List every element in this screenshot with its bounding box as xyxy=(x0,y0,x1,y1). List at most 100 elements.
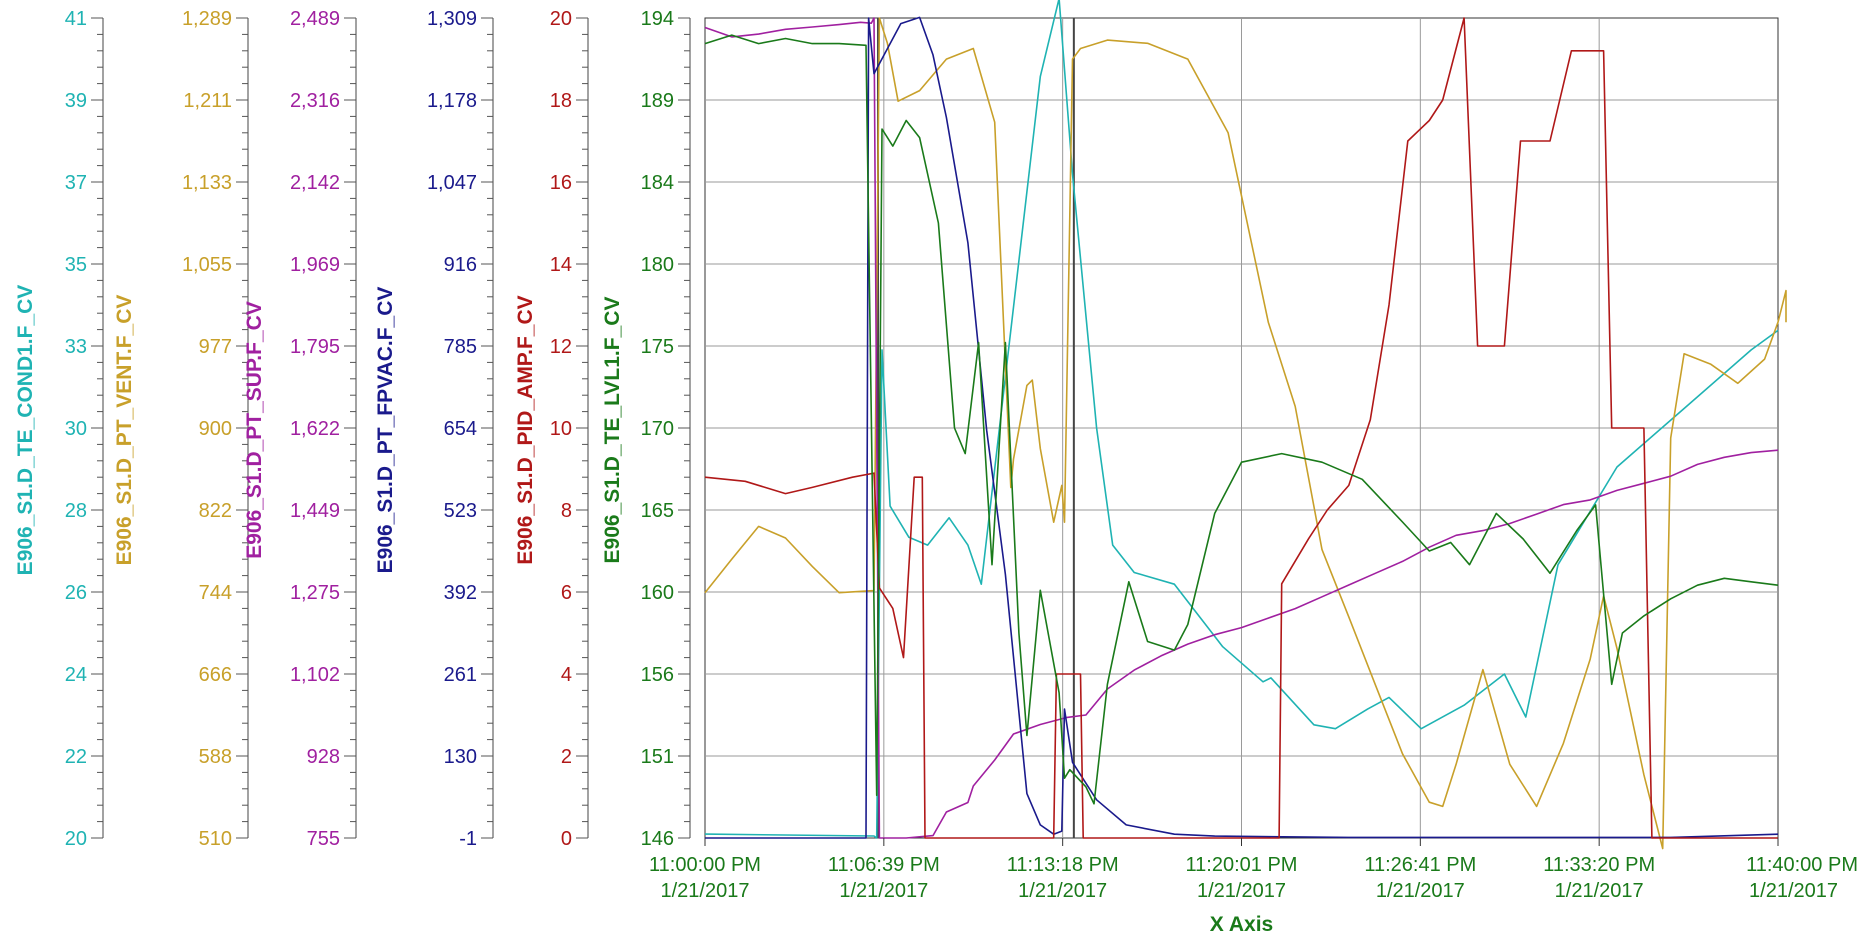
y-tick-label: 33 xyxy=(65,336,87,358)
y-tick-label: 755 xyxy=(307,828,340,850)
y-axis-3: 1,309 1,178 1,047 916 785 654 523 392 261 130 -1 E9… xyxy=(374,8,494,850)
series-line-0 xyxy=(704,0,1779,839)
y-tick-label: 1,047 xyxy=(427,172,477,194)
y-axis-2: 2,489 2,316 2,142 1,969 1,795 1,622 1,449 1,275… xyxy=(243,8,357,850)
y-tick-label: 189 xyxy=(641,90,674,112)
y-tick-label: 0 xyxy=(561,828,572,850)
y-tick-label: 37 xyxy=(65,172,87,194)
y-tick-label: 151 xyxy=(641,746,674,768)
y-tick-label: 2 xyxy=(561,746,572,768)
x-tick-label-date: 1/21/2017 xyxy=(661,880,750,902)
y-tick-label: 900 xyxy=(199,418,232,440)
x-tick-label-time: 11:13:18 PM xyxy=(1007,854,1119,876)
y-tick-label: 39 xyxy=(65,90,87,112)
y-tick-label: 14 xyxy=(550,254,572,276)
series-line-4 xyxy=(704,17,1778,839)
y-tick-label: 654 xyxy=(444,418,477,440)
y-tick-label: 16 xyxy=(550,172,572,194)
y-axis-title: E906_S1.D_PT_FPVAC.F_CV xyxy=(374,287,397,574)
x-tick-label-time: 11:26:41 PM xyxy=(1364,854,1476,876)
y-tick-label: 916 xyxy=(444,254,477,276)
y-tick-label: 666 xyxy=(199,664,232,686)
y-tick-label: 977 xyxy=(199,336,232,358)
y-tick-label: 2,142 xyxy=(290,172,340,194)
y-tick-label: 510 xyxy=(199,828,232,850)
y-tick-label: 523 xyxy=(444,500,477,522)
x-tick-label-time: 11:33:20 PM xyxy=(1543,854,1655,876)
y-tick-label: 1,449 xyxy=(290,500,340,522)
y-tick-label: 1,133 xyxy=(182,172,232,194)
y-axis-title: E906_S1.D_TE_LVL1.F_CV xyxy=(601,297,624,564)
x-axis-group: 11:00:00 PM 1/21/2017 11:06:39 PM 1/21/2017… xyxy=(649,838,1858,902)
y-axes-group: 4139373533302826242220E906_S1.D_TE_COND1… xyxy=(14,8,691,850)
y-axis-1: 1,289 1,211 1,133 1,055 977 900 822 744 666 588 51… xyxy=(113,8,249,850)
x-tick-label-date: 1/21/2017 xyxy=(839,880,928,902)
y-tick-label: 8 xyxy=(561,500,572,522)
y-tick-label: 170 xyxy=(641,418,674,440)
y-tick-label: 1,795 xyxy=(290,336,340,358)
series-line-3 xyxy=(705,16,1779,839)
y-tick-label: 146 xyxy=(641,828,674,850)
y-tick-label: 261 xyxy=(444,664,477,686)
y-axis-title: E906_S1.D_PT_VENT.F_CV xyxy=(113,295,136,566)
y-tick-label: 24 xyxy=(65,664,87,686)
y-tick-label: 785 xyxy=(444,336,477,358)
y-tick-label: 1,211 xyxy=(183,90,232,112)
y-tick-label: 1,055 xyxy=(182,254,232,276)
y-tick-label: 18 xyxy=(550,90,572,112)
y-tick-label: 160 xyxy=(641,582,674,604)
y-tick-label: 4 xyxy=(561,664,572,686)
y-tick-label: 20 xyxy=(550,8,572,30)
y-tick-label: 20 xyxy=(65,828,87,850)
x-tick-label-time: 11:20:01 PM xyxy=(1186,854,1298,876)
x-tick-label-date: 1/21/2017 xyxy=(1376,880,1465,902)
series-line-5 xyxy=(704,34,1779,805)
y-tick-label: 156 xyxy=(641,664,674,686)
y-tick-label: 130 xyxy=(444,746,477,768)
y-tick-label: 2,316 xyxy=(290,90,340,112)
y-tick-label: 184 xyxy=(641,172,674,194)
y-tick-label: 10 xyxy=(550,418,572,440)
y-tick-label: 35 xyxy=(65,254,87,276)
y-axis-0: 41 39 37 35 33 30 28 26 24 22 20 E906_S1.D_TE_COND1… xyxy=(14,8,104,850)
y-tick-label: 30 xyxy=(65,418,87,440)
y-tick-label: 194 xyxy=(641,8,674,30)
y-tick-label: 392 xyxy=(444,582,477,604)
y-tick-label: 588 xyxy=(199,746,232,768)
y-tick-label: 175 xyxy=(641,336,674,358)
y-tick-label: 822 xyxy=(199,500,232,522)
x-tick-label-time: 11:00:00 PM xyxy=(649,854,761,876)
y-tick-label: 1,622 xyxy=(290,418,340,440)
y-tick-label: -1 xyxy=(459,828,477,850)
y-tick-label: 1,178 xyxy=(427,90,477,112)
y-tick-label: 1,102 xyxy=(290,664,340,686)
y-tick-label: 2,489 xyxy=(290,8,340,30)
y-tick-label: 28 xyxy=(65,500,87,522)
y-tick-label: 928 xyxy=(307,746,340,768)
y-tick-label: 1,289 xyxy=(182,8,232,30)
series-lines xyxy=(704,0,1787,850)
y-tick-label: 12 xyxy=(550,336,572,358)
x-tick-label-time: 11:40:00 PM xyxy=(1746,854,1858,876)
y-tick-label: 1,969 xyxy=(290,254,340,276)
y-axis-title: E906_S1.D_PT_SUP.F_CV xyxy=(243,301,266,559)
x-tick-label-time: 11:06:39 PM xyxy=(828,854,940,876)
y-tick-label: 41 xyxy=(65,8,87,30)
y-tick-label: 6 xyxy=(561,582,572,604)
y-tick-label: 744 xyxy=(199,582,232,604)
y-tick-label: 1,275 xyxy=(290,582,340,604)
series-line-1 xyxy=(704,17,1787,850)
y-axis-5: 194 189 184 180 175 170 165 160 156 151 146 E906_S1… xyxy=(601,8,691,850)
y-tick-label: 180 xyxy=(641,254,674,276)
x-tick-label-date: 1/21/2017 xyxy=(1197,880,1286,902)
x-tick-label-date: 1/21/2017 xyxy=(1018,880,1107,902)
x-tick-label-date: 1/21/2017 xyxy=(1749,880,1838,902)
y-tick-label: 1,309 xyxy=(427,8,477,30)
y-tick-label: 26 xyxy=(65,582,87,604)
x-tick-label-date: 1/21/2017 xyxy=(1555,880,1644,902)
y-axis-title: E906_S1.D_PID_AMP.F_CV xyxy=(514,295,537,564)
y-tick-label: 165 xyxy=(641,500,674,522)
y-tick-label: 22 xyxy=(65,746,87,768)
